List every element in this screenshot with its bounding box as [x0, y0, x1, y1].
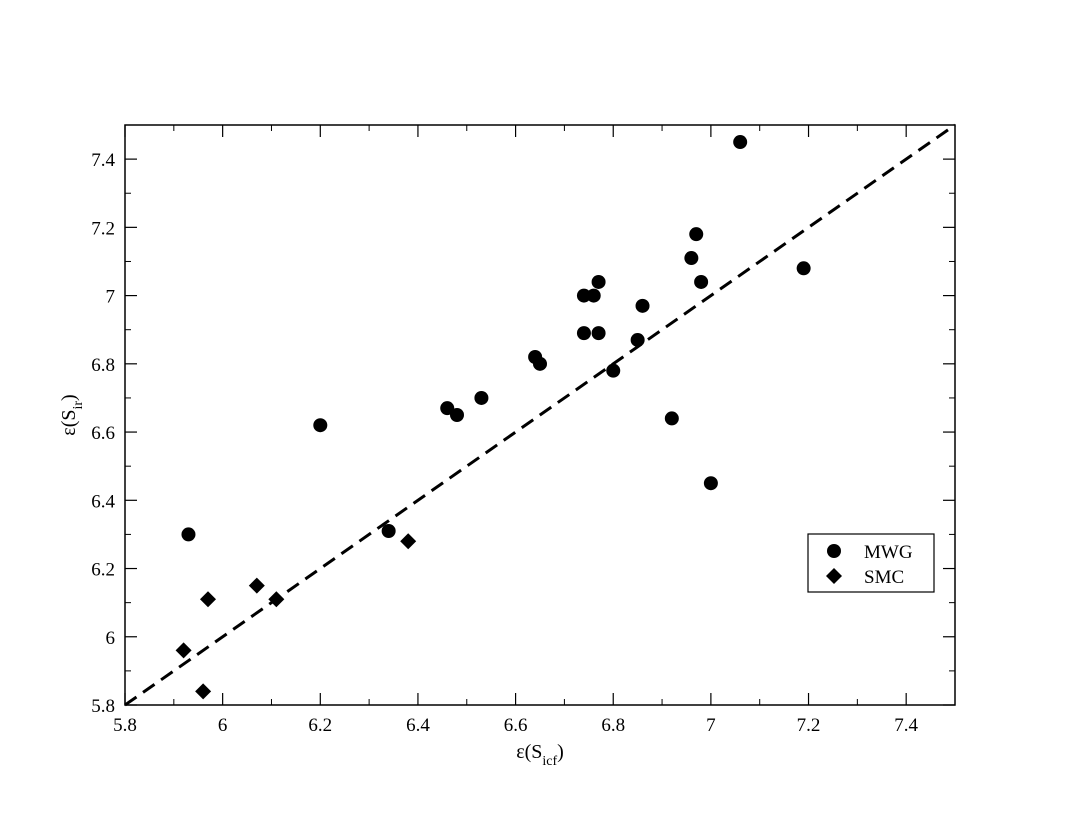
- smc-point: [400, 533, 417, 550]
- mwg-point: [694, 274, 709, 289]
- mwg-point: [733, 135, 748, 150]
- y-tick-label: 7: [106, 287, 116, 308]
- y-tick-labels: 5.8 6 6.2 6.4 6.6 6.8 7 7.2 7.4: [91, 150, 115, 717]
- legend: MWG SMC: [807, 533, 935, 593]
- mwg-point: [635, 298, 650, 313]
- x-tick-label: 5.8: [113, 715, 137, 736]
- y-tick-label: 6: [106, 628, 116, 649]
- legend-marker-smc: [826, 568, 842, 584]
- y-axis-title: ε(Sir): [58, 394, 86, 435]
- smc-point: [195, 683, 212, 700]
- legend-marker-mwg: [827, 544, 841, 558]
- reference-line: [124, 123, 956, 707]
- y-tick-label: 6.6: [91, 423, 115, 444]
- y-tick-label: 7.4: [91, 150, 115, 171]
- mwg-point: [181, 527, 196, 542]
- x-tick-label: 7: [706, 715, 716, 736]
- x-axis-title: ε(Sicf): [516, 741, 564, 769]
- mwg-point: [591, 274, 606, 289]
- mwg-point: [689, 227, 704, 242]
- legend-label-mwg: MWG: [864, 542, 913, 563]
- y-tick-label: 5.8: [91, 696, 115, 717]
- mwg-point: [664, 411, 679, 426]
- mwg-point: [796, 261, 811, 276]
- mwg-point: [703, 476, 718, 491]
- legend-box: [807, 533, 935, 593]
- x-tick-label: 7.2: [797, 715, 821, 736]
- mwg-point: [313, 418, 328, 433]
- data-points: [175, 135, 811, 700]
- smc-point: [248, 577, 265, 594]
- mwg-point: [576, 288, 591, 303]
- mwg-point: [586, 288, 601, 303]
- mwg-point: [440, 401, 455, 416]
- mwg-point: [684, 251, 699, 266]
- smc-point: [175, 642, 192, 659]
- plot-frame: [124, 124, 956, 706]
- mwg-point: [381, 524, 396, 538]
- x-tick-label: 6.2: [308, 715, 332, 736]
- x-tick-label: 6.4: [406, 715, 430, 736]
- legend-label-smc: SMC: [864, 567, 904, 588]
- smc-point: [268, 591, 285, 608]
- x-tick-label: 6.6: [504, 715, 528, 736]
- axis-ticks: [124, 125, 955, 706]
- mwg-point: [576, 326, 591, 341]
- y-tick-label: 6.8: [91, 355, 115, 376]
- mwg-point: [474, 390, 489, 405]
- x-tick-label: 6.8: [601, 715, 625, 736]
- x-tick-labels: 5.8 6 6.2 6.4 6.6 6.8 7 7.2 7.4: [113, 715, 918, 736]
- y-tick-label: 6.2: [91, 560, 115, 581]
- mwg-point: [450, 408, 464, 422]
- mwg-point: [533, 356, 547, 371]
- smc-point: [200, 591, 216, 608]
- x-tick-label: 6: [218, 715, 228, 736]
- mwg-point: [630, 332, 645, 347]
- x-tick-label: 7.4: [894, 715, 918, 736]
- mwg-point: [591, 326, 606, 341]
- y-tick-label: 7.2: [91, 218, 115, 239]
- mwg-point: [606, 363, 621, 378]
- y-tick-label: 6.4: [91, 491, 115, 512]
